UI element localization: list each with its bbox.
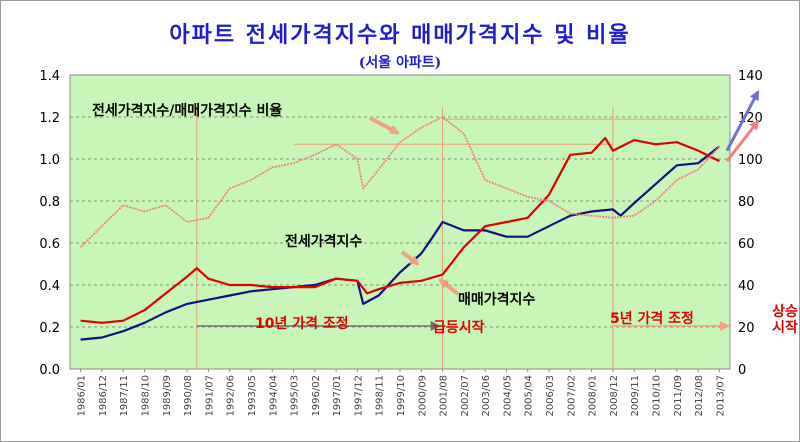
series-maemae-line [80, 136, 720, 324]
x-tick-label: 1990/08 [183, 375, 194, 417]
y-right-tick-label: 0 [738, 363, 746, 378]
chart-subtitle: (서울 아파트) [359, 54, 442, 71]
x-tick-label: 1991/07 [204, 375, 215, 417]
y-right-tick-label: 140 [738, 69, 763, 84]
y-left-tick-label: 0.2 [39, 321, 60, 336]
y-left-tick-label: 1.4 [39, 69, 60, 84]
annotation-surge-label: 급등시작 [433, 319, 485, 336]
x-tick-label: 2008/01 [588, 375, 599, 417]
x-tick-label: 2008/12 [609, 375, 620, 417]
x-tick-label: 1995/03 [290, 375, 301, 417]
rise-arrow-red [725, 119, 760, 163]
x-tick-label: 1989/09 [162, 375, 173, 417]
annotation-adjust10-label: 10년 가격 조정 [255, 315, 349, 332]
x-tick-label: 1998/11 [375, 375, 386, 417]
annotation-rise-label: 상승 시작 [772, 304, 798, 336]
annotation-ratio-label: 전세가격지수/매매가격지수 비율 [92, 102, 282, 119]
y-left-tick-label: 0.0 [39, 363, 60, 378]
x-tick-label: 2004/05 [502, 375, 513, 417]
annotation-jeonse-label: 전세가격지수 [285, 233, 362, 250]
x-tick-label: 2011/09 [673, 375, 684, 417]
x-tick-label: 1997/12 [353, 375, 364, 417]
annotation-maemae-label: 매매가격지수 [458, 291, 535, 308]
x-tick-label: 2001/08 [439, 375, 450, 417]
x-tick-label: 2013/07 [715, 375, 726, 417]
x-tick-label: 2009/11 [630, 375, 641, 417]
x-tick-label: 1988/10 [141, 375, 152, 417]
y-right-tick-label: 60 [738, 237, 755, 252]
y-right-tick-label: 20 [738, 321, 755, 336]
x-tick-label: 2010/10 [651, 375, 662, 417]
chart-title: 아파트 전세가격지수와 매매가격지수 및 비율 [169, 22, 630, 48]
plot-area [69, 74, 731, 370]
x-tick-label: 2003/06 [481, 375, 492, 417]
x-tick-label: 1997/01 [332, 375, 343, 417]
x-tick-label: 1992/06 [226, 375, 237, 417]
x-tick-label: 1986/12 [98, 375, 109, 417]
y-left-tick-label: 1.0 [39, 153, 60, 168]
x-tick-label: 1986/01 [77, 375, 88, 417]
y-left-tick-label: 0.6 [39, 237, 60, 252]
y-left-tick-label: 0.4 [39, 279, 60, 294]
annotation-jeonse-arrow [400, 250, 420, 266]
y-right-tick-label: 100 [738, 153, 763, 168]
x-tick-label: 2002/07 [460, 375, 471, 417]
x-tick-label: 1994/04 [268, 375, 279, 417]
x-tick-label: 1996/02 [311, 375, 322, 417]
x-tick-label: 2007/02 [566, 375, 577, 417]
annotation-adjust5-label: 5년 가격 조정 [610, 310, 694, 327]
annotation-maemae-arrow [438, 278, 460, 296]
y-right-tick-label: 40 [738, 279, 755, 294]
x-tick-label: 1993/05 [247, 375, 258, 417]
x-tick-label: 2012/08 [694, 375, 705, 417]
x-tick-label: 2006/03 [545, 375, 556, 417]
x-tick-label: 2000/09 [417, 375, 428, 417]
y-left-tick-label: 0.8 [39, 195, 60, 210]
y-left-tick-label: 1.2 [39, 111, 60, 126]
x-tick-label: 1999/10 [396, 375, 407, 417]
series-ratio-line [79, 116, 721, 248]
x-tick-label: 1987/11 [119, 375, 130, 417]
annotation-ratio-arrow [369, 116, 400, 135]
x-tick-label: 2005/04 [524, 375, 535, 417]
rise-arrow-blue [725, 90, 760, 152]
y-right-tick-label: 80 [738, 195, 755, 210]
